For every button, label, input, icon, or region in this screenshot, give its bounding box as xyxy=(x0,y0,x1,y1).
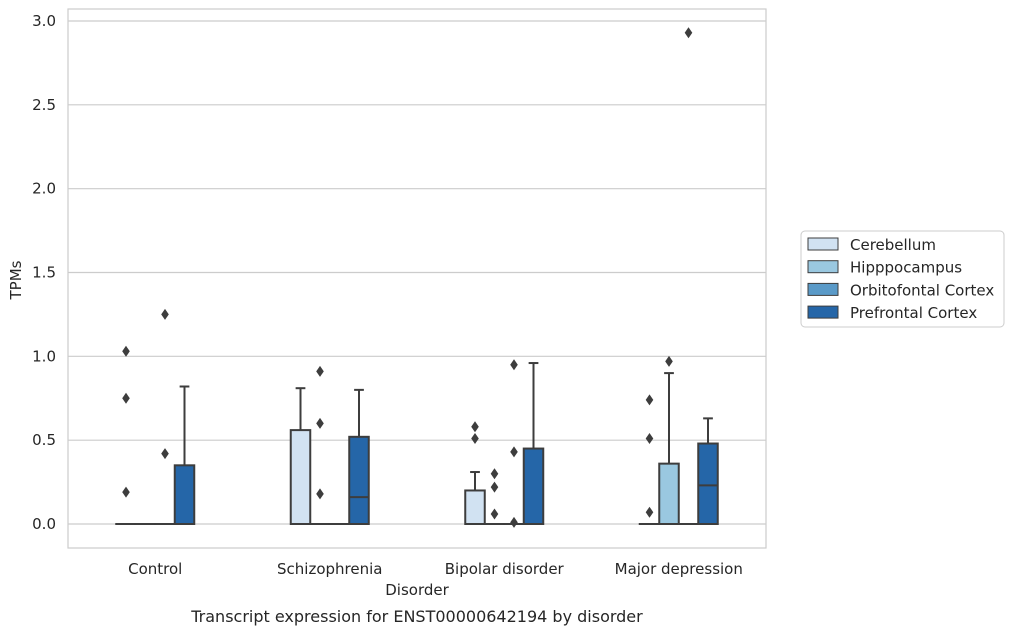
box-rect xyxy=(698,444,718,524)
outlier-point xyxy=(510,446,518,457)
box-group xyxy=(679,27,699,524)
outlier-point xyxy=(665,356,673,367)
outlier-point xyxy=(491,468,499,479)
box-group xyxy=(698,418,718,524)
legend-label: Orbitofontal Cortex xyxy=(850,281,994,299)
outlier-point xyxy=(122,346,130,357)
box-rect xyxy=(659,464,679,524)
box-group xyxy=(310,366,330,524)
y-tick-label: 3.0 xyxy=(32,12,56,30)
outlier-point xyxy=(471,433,479,444)
outlier-point xyxy=(161,448,169,459)
box-group xyxy=(349,390,369,524)
figure-caption: Transcript expression for ENST0000064219… xyxy=(190,607,643,626)
y-tick-labels: 0.0 0.5 1.0 1.5 2.0 2.5 3.0 xyxy=(32,12,56,533)
box-group xyxy=(116,346,136,524)
legend-swatch xyxy=(808,261,838,273)
outlier-point xyxy=(646,507,654,518)
box-rect xyxy=(291,430,311,524)
box-rect xyxy=(349,437,369,524)
legend: Cerebellum Hipppocampus Orbitofontal Corte… xyxy=(801,231,1004,327)
outlier-point xyxy=(316,488,324,499)
x-axis-label: Disorder xyxy=(385,581,449,599)
grid-lines xyxy=(68,21,766,524)
outlier-point xyxy=(646,433,654,444)
y-axis-label: TPMs xyxy=(7,260,25,300)
box-group xyxy=(291,388,311,524)
outlier-point xyxy=(316,418,324,429)
outlier-point xyxy=(161,309,169,320)
x-tick-label: Major depression xyxy=(615,560,743,578)
outlier-point xyxy=(122,487,130,498)
legend-label: Prefrontal Cortex xyxy=(850,304,977,322)
y-tick-label: 2.5 xyxy=(32,96,56,114)
y-tick-label: 1.0 xyxy=(32,347,56,365)
box-group xyxy=(640,394,660,524)
outlier-point xyxy=(685,27,693,38)
legend-label: Cerebellum xyxy=(850,236,936,254)
outlier-point xyxy=(122,393,130,404)
outlier-point xyxy=(316,366,324,377)
box-group xyxy=(504,359,524,528)
y-tick-label: 0.0 xyxy=(32,515,56,533)
box-series xyxy=(116,27,718,528)
outlier-point xyxy=(510,517,518,528)
outlier-point xyxy=(491,482,499,493)
legend-swatch xyxy=(808,238,838,250)
box-rect xyxy=(524,449,544,524)
box-group xyxy=(155,309,175,524)
x-tick-label: Control xyxy=(128,560,182,578)
y-tick-label: 2.0 xyxy=(32,180,56,198)
y-tick-label: 1.5 xyxy=(32,264,56,282)
x-tick-label: Bipolar disorder xyxy=(445,560,565,578)
box-group xyxy=(175,387,195,524)
box-group xyxy=(465,421,485,524)
outlier-point xyxy=(646,394,654,405)
y-tick-label: 0.5 xyxy=(32,431,56,449)
legend-label: Hipppocampus xyxy=(850,259,962,277)
outlier-point xyxy=(471,421,479,432)
x-tick-labels: Control Schizophrenia Bipolar disorder Majo… xyxy=(128,560,743,578)
outlier-point xyxy=(491,508,499,519)
box-rect xyxy=(465,490,485,524)
legend-swatch xyxy=(808,283,838,295)
x-tick-label: Schizophrenia xyxy=(277,560,382,578)
legend-swatch xyxy=(808,306,838,318)
box-rect xyxy=(175,465,195,524)
box-group xyxy=(524,363,544,524)
box-group xyxy=(485,468,505,524)
outlier-point xyxy=(510,359,518,370)
